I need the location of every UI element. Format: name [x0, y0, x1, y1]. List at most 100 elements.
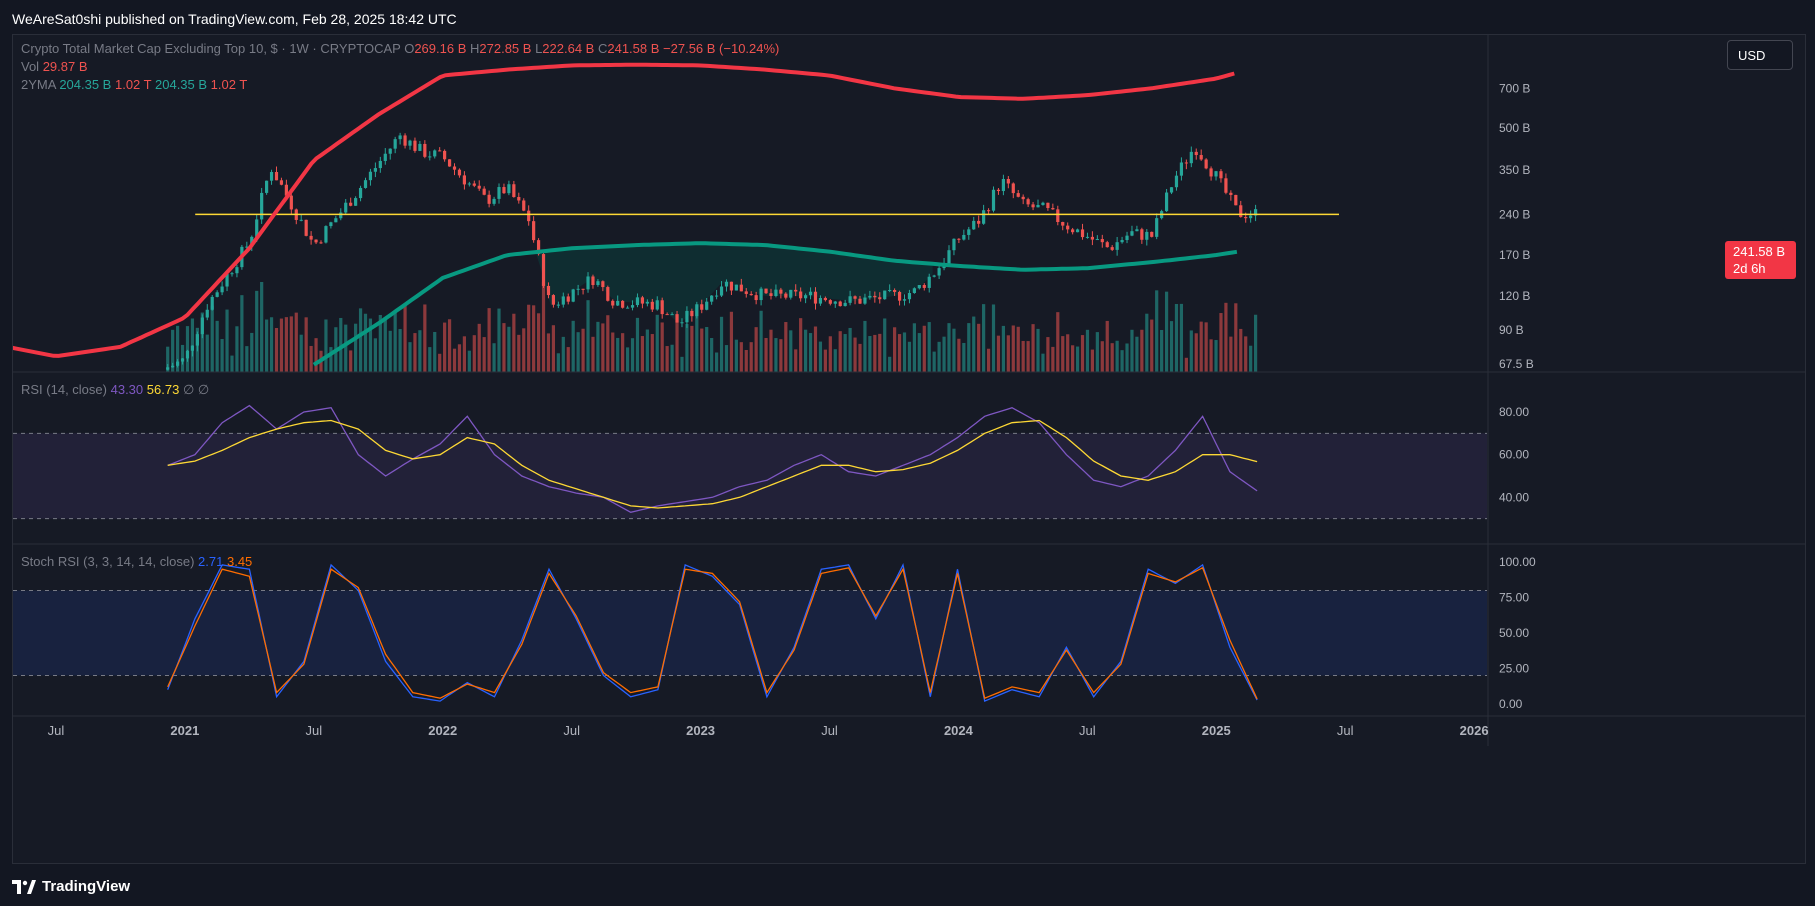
oscillator-line-2: [167, 419, 1258, 509]
volume-bar: [576, 332, 580, 372]
rsi-pane[interactable]: 80.00 60.00 40.00: [13, 404, 1529, 520]
volume-bar: [354, 323, 358, 372]
volume-bar: [383, 317, 387, 372]
volume-bar: [635, 317, 640, 372]
candle-body: [1026, 199, 1030, 205]
volume-bar: [215, 320, 219, 372]
volume-bar: [977, 323, 981, 372]
volume-bar: [497, 308, 501, 372]
candle-body: [358, 187, 363, 199]
tradingview-logo[interactable]: TradingView: [12, 878, 130, 895]
candle-body: [220, 286, 224, 293]
candle-body: [443, 150, 447, 160]
candle-body: [299, 219, 303, 221]
candle-body: [1253, 209, 1258, 216]
candle-body: [265, 180, 269, 193]
candle-body: [621, 300, 625, 308]
candle-body: [1150, 231, 1154, 237]
volume-bar: [858, 343, 862, 372]
volume-bar: [512, 313, 516, 372]
volume-bar: [358, 308, 363, 372]
candle-body: [1135, 229, 1139, 232]
candle-body: [1061, 222, 1065, 226]
candle-body: [1006, 178, 1010, 184]
volume-bar: [1001, 325, 1005, 372]
candle-body: [1204, 159, 1208, 169]
candle-body: [794, 289, 798, 292]
volume-bar: [947, 323, 951, 372]
chart-canvas[interactable]: 700 B 500 B 350 B 240 B 170 B 120 B 90 B 67.5 B…: [0, 35, 1805, 863]
time-axis[interactable]: Jul 2021 Jul 2022 Jul 2023 Jul 2024 Jul 2025 Jul 20…: [48, 723, 1489, 738]
volume-bar: [878, 333, 882, 372]
volume-bar: [685, 323, 689, 372]
volume-bar: [952, 328, 956, 372]
volume-bar: [284, 317, 288, 372]
volume-bar: [536, 313, 541, 372]
volume-bar: [962, 342, 966, 372]
volume-bar: [1239, 328, 1243, 372]
oscillator-tick-label: 25.00: [1499, 661, 1529, 675]
candle-body: [838, 301, 842, 307]
chart-area[interactable]: 700 B 500 B 350 B 240 B 170 B 120 B 90 B 67.5 B…: [0, 34, 1806, 864]
candle-body: [423, 143, 427, 157]
volume-bar: [724, 345, 729, 372]
volume-bar: [932, 351, 936, 372]
volume-bar: [1016, 326, 1020, 372]
candle-body: [1140, 229, 1144, 240]
bar-countdown: 2d 6h: [1733, 261, 1766, 276]
candle-body: [433, 150, 437, 157]
candle-body: [556, 304, 560, 306]
candle-body: [462, 175, 467, 185]
candle-body: [813, 291, 818, 304]
candle-body: [635, 297, 640, 306]
time-tick-label: 2021: [170, 723, 199, 738]
volume-bar: [541, 282, 546, 372]
volume-bar: [922, 325, 926, 372]
candle-body: [996, 189, 1001, 192]
time-tick-label: Jul: [563, 723, 580, 738]
candle-body: [863, 297, 867, 304]
candle-body: [853, 296, 857, 299]
candle-body: [274, 172, 279, 181]
currency-button[interactable]: USD: [1727, 40, 1793, 70]
candle-body: [724, 281, 729, 287]
publisher-bar: WeAreSat0shi published on TradingView.co…: [0, 0, 1815, 38]
volume-legend: Vol 29.87 B: [21, 59, 88, 74]
candle-body: [705, 301, 709, 310]
candle-body: [700, 304, 704, 310]
symbol-title[interactable]: Crypto Total Market Cap Excluding Top 10…: [21, 41, 401, 56]
volume-bar: [527, 304, 531, 372]
candle-body: [828, 300, 832, 304]
candle-body: [171, 365, 175, 368]
candle-body: [195, 334, 199, 346]
volume-bar: [220, 339, 224, 372]
candle-body: [591, 276, 595, 286]
price-tick-label: 240 B: [1499, 207, 1530, 221]
candle-body: [522, 200, 526, 211]
oscillator-tick-label: 40.00: [1499, 490, 1529, 504]
volume-bar: [1046, 337, 1050, 372]
volume-bar: [205, 334, 209, 372]
time-tick-label: Jul: [1079, 723, 1096, 738]
candle-body: [536, 240, 541, 255]
volume-bar: [907, 341, 912, 372]
candle-body: [1105, 242, 1109, 248]
volume-bar: [200, 312, 204, 372]
volume-bar: [571, 320, 575, 372]
candle-body: [710, 295, 714, 302]
candle-body: [438, 150, 442, 152]
volume-bar: [279, 318, 284, 372]
candle-body: [1179, 162, 1184, 176]
volume-bar: [250, 332, 254, 372]
candle-body: [1066, 225, 1070, 230]
stoch-rsi-pane[interactable]: 100.00 75.00 50.00 25.00 0.00: [13, 555, 1536, 711]
main-price-axis[interactable]: 700 B 500 B 350 B 240 B 170 B 120 B 90 B 67.5 B: [1499, 81, 1534, 371]
candle-body: [739, 284, 743, 292]
volume-bar: [843, 334, 847, 372]
volume-bar: [561, 336, 565, 372]
candle-body: [304, 219, 308, 236]
volume-bar: [917, 333, 921, 372]
volume-bar: [1209, 339, 1213, 372]
price-tick-label: 120 B: [1499, 289, 1530, 303]
price-tick-label: 67.5 B: [1499, 357, 1534, 371]
